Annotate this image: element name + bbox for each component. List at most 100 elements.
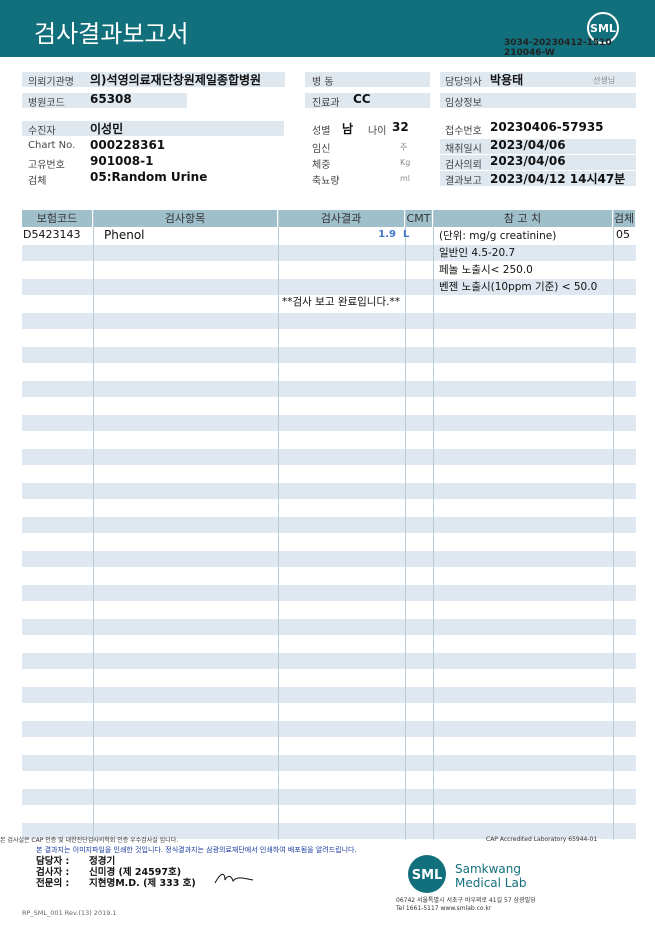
signature-role: 검사자 : [36, 867, 70, 878]
header-bar [0, 0, 655, 57]
row-stripe [22, 585, 636, 601]
signature-name: 지현명M.D. (제 333 호) [89, 878, 196, 889]
column-header: 검사항목 [93, 210, 277, 227]
column-header: 보험코드 [22, 210, 92, 227]
field-background [22, 93, 187, 108]
field-label: 채취일시 [445, 144, 482, 155]
field-value: 박용태 [490, 73, 524, 87]
field-label: Chart No. [28, 140, 76, 151]
field-background [440, 155, 636, 170]
row-stripe [22, 245, 636, 261]
fine-print: 본 검사실은 CAP 인증 및 대한진단검사의학회 인증 우수검사실 입니다. [0, 837, 179, 844]
signature-role: 담당자 : [36, 856, 70, 867]
notice: 본 결과지는 이미지파일을 인쇄한 것입니다. 정식결과지는 삼광의료재단에서 … [36, 846, 357, 854]
column-divider [405, 210, 406, 840]
specimen: 05 [616, 228, 630, 241]
test-result: 1.9 [378, 229, 396, 240]
row-stripe [22, 347, 636, 363]
reference-range: 페놀 노출시< 250.0 [439, 264, 533, 276]
report-id: 210046-W [504, 48, 555, 58]
field-value: 2023/04/06 [490, 154, 566, 168]
field-unit: 선생님 [593, 76, 616, 85]
field-label: 고유번호 [28, 160, 65, 171]
field-value: CC [353, 92, 371, 106]
field-value: 남 [342, 122, 354, 136]
lab-name: Samkwang [455, 862, 521, 876]
field-unit: Kg [400, 158, 411, 167]
field-label: 수진자 [28, 126, 56, 137]
lab-contact: Tel 1661-5117 www.smlab.co.kr [396, 905, 492, 912]
field-background [22, 72, 285, 87]
field-value: 2023/04/06 [490, 138, 566, 152]
row-stripe [22, 789, 636, 805]
field-value: 05:Random Urine [90, 170, 208, 184]
field-value: 65308 [90, 92, 132, 106]
signature-role: 전문의 : [36, 878, 70, 889]
row-stripe [22, 755, 636, 771]
field-unit: 주 [400, 143, 408, 152]
field-label: 나이 [368, 126, 387, 137]
row-stripe [22, 517, 636, 533]
row-stripe [22, 721, 636, 737]
column-divider [93, 210, 94, 840]
row-stripe [22, 483, 636, 499]
lab-logo-text: SML [412, 868, 443, 883]
row-stripe [22, 415, 636, 431]
field-value: 000228361 [90, 138, 166, 152]
column-divider [433, 210, 434, 840]
field-value: 20230406-57935 [490, 120, 604, 134]
field-background [440, 93, 636, 108]
reference-range: 벤젠 노출시(10ppm 기준) < 50.0 [439, 281, 598, 293]
lab-logo-circle [408, 855, 446, 893]
field-background [305, 93, 430, 108]
signature-stroke [214, 873, 254, 884]
row-stripe [22, 687, 636, 703]
cap-accreditation: CAP Accredited Laboratory 65944-01 [486, 836, 598, 843]
row-stripe [22, 619, 636, 635]
column-header: 검사결과 [278, 210, 404, 227]
logo-text: SML [590, 22, 616, 35]
completion-note: **검사 보고 완료입니다.** [282, 296, 400, 308]
result-flag: L [403, 229, 410, 240]
field-label: 임신 [312, 144, 331, 155]
column-divider [278, 210, 279, 840]
row-stripe [22, 551, 636, 567]
field-label: 성별 [312, 126, 331, 137]
field-label: 검사의뢰 [445, 160, 482, 171]
column-header: CMT [405, 210, 432, 227]
lab-name: Medical Lab [455, 876, 527, 890]
signature-name: 신미경 (제 24597호) [89, 867, 182, 878]
field-background [440, 171, 636, 186]
report-id: 3034-20230412-1510 [504, 38, 612, 48]
row-stripe [22, 823, 636, 839]
row-stripe [22, 381, 636, 397]
column-header: 참 고 치 [433, 210, 612, 227]
logo: SML [587, 12, 619, 44]
field-label: 담당의사 [445, 77, 482, 88]
field-label: 임상정보 [445, 98, 482, 109]
field-background [22, 121, 284, 136]
lab-logo: SML [408, 855, 446, 893]
field-label: 병원코드 [28, 98, 65, 109]
field-value: 이성민 [90, 122, 124, 136]
insurance-code: D5423143 [23, 228, 81, 241]
row-stripe [22, 279, 636, 295]
field-label: 의뢰기관명 [28, 77, 74, 88]
field-label: 접수번호 [445, 126, 482, 137]
field-value: 32 [392, 120, 409, 134]
field-label: 병 동 [312, 77, 334, 88]
logo-ring [587, 12, 619, 44]
field-value: 의)석영의료재단창원제일종합병원 [90, 73, 262, 87]
field-label: 축뇨량 [312, 176, 340, 187]
lab-address: 06742 서울특별시 서초구 바우뫼로 41길 57 삼광빌딩 [396, 897, 536, 904]
field-label: 진료과 [312, 98, 340, 109]
field-unit: ml [400, 174, 411, 183]
field-label: 체중 [312, 160, 331, 171]
field-label: 결과보고 [445, 176, 482, 187]
column-divider [613, 210, 614, 840]
signature-name: 정경기 [89, 856, 116, 867]
field-value: 901008-1 [90, 154, 154, 168]
field-background [305, 72, 430, 87]
field-label: 검체 [28, 176, 47, 187]
